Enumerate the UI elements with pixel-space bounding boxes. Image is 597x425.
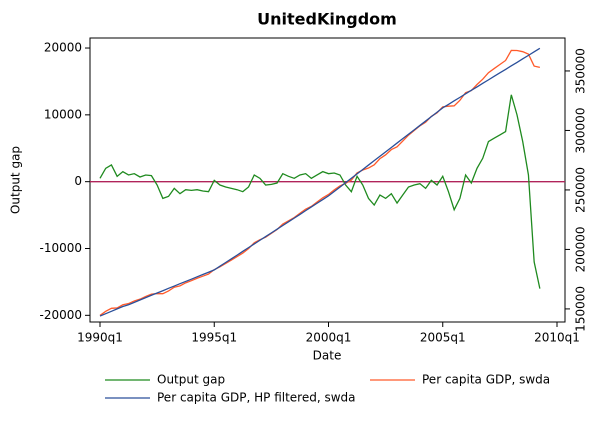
y-tick-label: 10000	[44, 107, 82, 121]
chart-title: UnitedKingdom	[257, 10, 397, 29]
x-axis-label: Date	[313, 349, 342, 363]
series-line	[99, 47, 541, 317]
x-tick-label: 2010q1	[534, 331, 580, 345]
x-tick-label: 2005q1	[420, 331, 466, 345]
y2-tick-label: 150000	[574, 286, 588, 332]
y-tick-label: -20000	[39, 308, 82, 322]
y-tick-label: -10000	[39, 241, 82, 255]
y-tick-label: 0	[74, 174, 82, 188]
legend-label: Per capita GDP, swda	[422, 373, 550, 387]
y-axis-label: Output gap	[9, 146, 23, 214]
y2-tick-label: 300000	[574, 108, 588, 154]
series-line	[99, 94, 541, 289]
x-tick-label: 1990q1	[77, 331, 123, 345]
plot-frame	[89, 37, 566, 323]
y2-tick-label: 200000	[574, 227, 588, 273]
y2-tick-label: 250000	[574, 167, 588, 213]
legend-label: Output gap	[157, 373, 225, 387]
series-line	[99, 49, 541, 316]
y2-tick-label: 350000	[574, 48, 588, 94]
legend-label: Per capita GDP, HP filtered, swda	[157, 391, 356, 405]
x-tick-label: 1995q1	[191, 331, 237, 345]
y-tick-label: 20000	[44, 41, 82, 55]
x-tick-label: 2000q1	[306, 331, 352, 345]
